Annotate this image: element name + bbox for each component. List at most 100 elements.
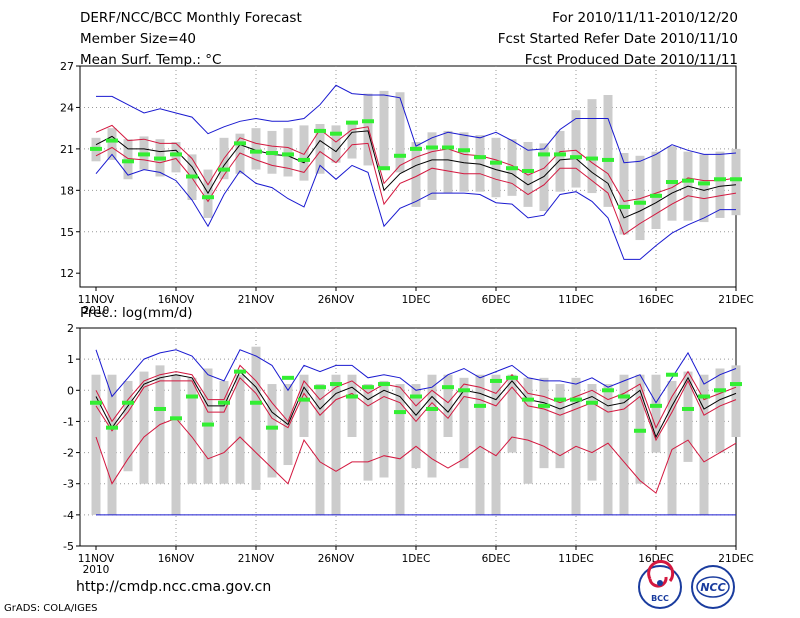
prec-obs-marker xyxy=(714,388,726,393)
temp-obs-marker xyxy=(282,152,294,157)
temp-box xyxy=(491,137,501,198)
prec-obs-marker xyxy=(394,410,406,415)
bcc-logo-swirl xyxy=(647,560,675,588)
prec-obs-marker xyxy=(218,400,230,405)
prec-obs-marker xyxy=(586,400,598,405)
temp-obs-marker xyxy=(714,177,726,182)
prec-obs-marker xyxy=(570,397,582,402)
prec-line-ensemble-max xyxy=(95,349,737,404)
temp-obs-marker xyxy=(138,152,150,157)
temp-xtick-label: 16DEC xyxy=(638,294,673,306)
prec-box xyxy=(235,374,245,484)
temp-obs-marker xyxy=(202,195,214,200)
temp-box xyxy=(411,141,421,207)
source-url: http://cmdp.ncc.cma.gov.cn xyxy=(76,579,272,595)
prec-xtick-label: 21NOV xyxy=(238,553,275,565)
temp-obs-marker xyxy=(682,178,694,183)
prec-box xyxy=(315,384,325,515)
prec-obs-marker xyxy=(346,394,358,399)
prec-obs-marker xyxy=(426,406,438,411)
temp-box xyxy=(107,128,117,160)
temp-box xyxy=(731,148,741,216)
prec-obs-marker xyxy=(602,388,614,393)
temp-box xyxy=(459,132,469,192)
temp-obs-marker xyxy=(442,145,454,150)
prec-box xyxy=(331,374,341,515)
prec-box xyxy=(171,374,181,515)
temp-box xyxy=(603,95,613,207)
prec-obs-marker xyxy=(90,400,102,405)
temp-obs-marker xyxy=(266,151,278,156)
temp-box xyxy=(363,93,373,166)
bcc-logo: BCC xyxy=(638,560,682,609)
temp-xtick-label: 11NOV xyxy=(78,294,115,306)
temp-box xyxy=(427,132,437,200)
prec-year-label: 2010 xyxy=(83,564,110,576)
temp-obs-marker xyxy=(458,148,470,153)
temp-xtick-label: 6DEC xyxy=(482,294,511,306)
prec-obs-marker xyxy=(698,394,710,399)
prec-xtick-label: 26NOV xyxy=(318,553,355,565)
temp-obs-marker xyxy=(154,156,166,161)
temp-ytick-label: 18 xyxy=(60,184,74,197)
temp-obs-marker xyxy=(362,119,374,124)
temp-box xyxy=(651,151,661,229)
prec-line-spread-lower xyxy=(95,376,737,442)
prec-box xyxy=(539,377,549,469)
temp-box xyxy=(299,125,309,181)
temp-obs-marker xyxy=(634,200,646,205)
temp-obs-marker xyxy=(506,166,518,171)
header-right: For 2010/11/11-2010/12/20 Fcst Started R… xyxy=(498,9,738,72)
temp-obs-marker xyxy=(330,131,342,136)
temp-box xyxy=(571,110,581,188)
temp-box xyxy=(171,141,181,173)
prec-box xyxy=(299,374,309,437)
temp-obs-marker xyxy=(106,138,118,143)
header-left: DERF/NCC/BCC Monthly Forecast Member Siz… xyxy=(80,9,302,72)
prec-ytick-label: 0 xyxy=(67,384,74,397)
temp-box xyxy=(395,92,405,173)
prec-ytick-label: -3 xyxy=(63,478,74,491)
temp-obs-marker xyxy=(490,160,502,165)
prec-obs-marker xyxy=(458,388,470,393)
temperature-panel: 12 15 18 21 24 27 11NOV 16NOV 21NOV 26NOV 1DEC 6DEC… xyxy=(60,60,754,317)
prec-box xyxy=(731,365,741,437)
prec-box xyxy=(411,384,421,469)
temp-obs-marker xyxy=(378,166,390,171)
temp-line-ensemble-min xyxy=(95,153,736,260)
temp-xtick-label: 21NOV xyxy=(238,294,275,306)
temp-box xyxy=(347,121,357,159)
prec-obs-marker xyxy=(506,375,518,380)
temp-ytick-label: 24 xyxy=(60,101,74,114)
prec-box xyxy=(619,374,629,515)
temp-xtick-label: 16NOV xyxy=(158,294,195,306)
temp-line-spread-upper xyxy=(95,124,737,202)
prec-obs-marker xyxy=(282,375,294,380)
prec-xtick-label: 6DEC xyxy=(482,553,511,565)
temp-xtick-label: 1DEC xyxy=(402,294,431,306)
prec-obs-marker xyxy=(170,416,182,421)
temp-box xyxy=(123,139,133,180)
prec-obs-marker xyxy=(106,425,118,430)
prec-obs-marker xyxy=(682,406,694,411)
prec-ytick-label: 2 xyxy=(67,322,74,335)
temp-xtick-label: 21DEC xyxy=(718,294,753,306)
prec-box xyxy=(107,374,117,515)
prec-box xyxy=(443,374,453,437)
temp-obs-marker xyxy=(298,157,310,162)
temp-obs-marker xyxy=(698,181,710,186)
prec-box xyxy=(475,374,485,515)
prec-box xyxy=(699,374,709,515)
prec-box xyxy=(347,374,357,437)
temp-xtick-label: 26NOV xyxy=(318,294,355,306)
temp-obs-marker xyxy=(602,157,614,162)
ncc-logo: NCC xyxy=(691,565,735,609)
prec-obs-marker xyxy=(650,403,662,408)
prec-xtick-label: 21DEC xyxy=(718,553,753,565)
prec-xtick-label: 11NOV xyxy=(78,553,115,565)
temp-box xyxy=(555,130,565,192)
temp-ytick-label: 21 xyxy=(60,143,74,156)
prec-obs-marker xyxy=(618,394,630,399)
prec-box xyxy=(427,374,437,478)
forecast-started: Fcst Started Refer Date 2010/11/10 xyxy=(497,31,738,47)
